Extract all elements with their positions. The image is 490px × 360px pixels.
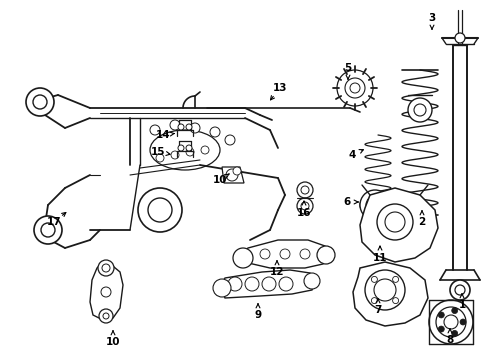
Circle shape [279, 277, 293, 291]
Circle shape [148, 198, 172, 222]
Circle shape [102, 264, 110, 272]
Circle shape [455, 285, 465, 295]
Text: 10: 10 [106, 337, 120, 347]
Circle shape [450, 280, 470, 300]
Circle shape [414, 104, 426, 116]
Text: 15: 15 [151, 147, 165, 157]
Circle shape [304, 273, 320, 289]
Circle shape [392, 276, 398, 282]
Circle shape [301, 202, 309, 210]
Circle shape [260, 249, 270, 259]
Circle shape [436, 307, 466, 337]
Circle shape [337, 70, 373, 106]
Polygon shape [240, 240, 328, 268]
Polygon shape [90, 262, 123, 320]
Circle shape [225, 135, 235, 145]
Text: 13: 13 [273, 83, 287, 93]
Circle shape [455, 33, 465, 43]
Circle shape [438, 326, 444, 332]
Circle shape [408, 98, 432, 122]
Text: 2: 2 [418, 217, 426, 227]
Circle shape [186, 148, 194, 156]
Circle shape [233, 248, 253, 268]
Circle shape [245, 277, 259, 291]
Circle shape [226, 169, 238, 181]
Ellipse shape [150, 130, 220, 170]
Circle shape [156, 154, 164, 162]
Circle shape [170, 120, 180, 130]
Circle shape [262, 277, 276, 291]
Text: 4: 4 [348, 150, 356, 160]
Circle shape [301, 186, 309, 194]
Text: 1: 1 [458, 300, 466, 310]
Polygon shape [222, 167, 244, 183]
Polygon shape [353, 262, 428, 326]
Circle shape [178, 145, 184, 151]
Text: 17: 17 [47, 217, 61, 227]
Circle shape [138, 188, 182, 232]
Text: 6: 6 [343, 197, 351, 207]
Circle shape [392, 298, 398, 303]
Circle shape [371, 298, 377, 303]
Circle shape [429, 300, 473, 344]
Circle shape [366, 196, 384, 214]
Circle shape [365, 270, 405, 310]
Circle shape [371, 276, 377, 282]
Circle shape [190, 123, 200, 133]
Circle shape [350, 83, 360, 93]
Text: 12: 12 [270, 267, 284, 277]
Circle shape [444, 315, 458, 329]
Circle shape [99, 309, 113, 323]
Circle shape [228, 277, 242, 291]
Circle shape [103, 313, 109, 319]
Circle shape [210, 127, 220, 137]
Circle shape [150, 125, 160, 135]
Circle shape [317, 246, 335, 264]
Text: 11: 11 [373, 253, 387, 263]
Text: 5: 5 [344, 63, 352, 73]
Polygon shape [360, 188, 438, 262]
Circle shape [41, 223, 55, 237]
Circle shape [377, 204, 413, 240]
Circle shape [280, 249, 290, 259]
Text: 8: 8 [446, 335, 454, 345]
Text: 14: 14 [156, 130, 171, 140]
Circle shape [345, 78, 365, 98]
Circle shape [186, 124, 192, 130]
Circle shape [297, 182, 313, 198]
Circle shape [438, 312, 444, 318]
Circle shape [213, 279, 231, 297]
Circle shape [385, 212, 405, 232]
Text: 7: 7 [374, 305, 382, 315]
Text: 16: 16 [297, 208, 311, 218]
Circle shape [201, 146, 209, 154]
Circle shape [452, 307, 458, 314]
Circle shape [374, 279, 396, 301]
Polygon shape [220, 270, 315, 298]
Circle shape [233, 167, 241, 175]
Text: 10: 10 [213, 175, 227, 185]
Circle shape [460, 319, 466, 325]
Text: 3: 3 [428, 13, 436, 23]
Circle shape [26, 88, 54, 116]
Circle shape [452, 330, 458, 336]
Circle shape [297, 198, 313, 214]
Text: 9: 9 [254, 310, 262, 320]
Circle shape [101, 287, 111, 297]
Circle shape [186, 145, 192, 151]
Circle shape [171, 151, 179, 159]
Circle shape [178, 124, 184, 130]
Circle shape [300, 249, 310, 259]
Circle shape [98, 260, 114, 276]
Circle shape [33, 95, 47, 109]
Circle shape [360, 190, 390, 220]
Circle shape [34, 216, 62, 244]
